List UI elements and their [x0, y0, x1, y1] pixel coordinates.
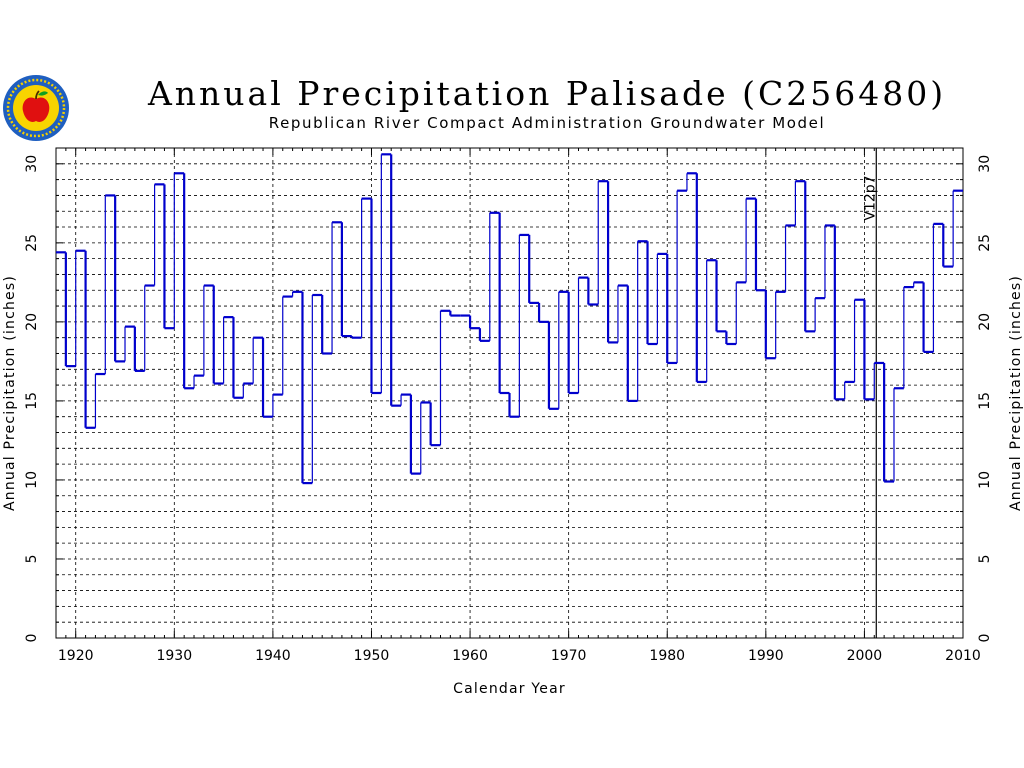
precipitation-series	[56, 153, 963, 485]
y-tick-label-left: 0	[24, 634, 40, 643]
x-tick-labels: 1920 1930 1940 1950 1960 1970 1980 1990 2000 2010	[58, 648, 981, 664]
x-tick-label: 1990	[748, 648, 784, 664]
y-tick-label-left: 15	[24, 392, 40, 410]
x-tick-label: 1970	[551, 648, 587, 664]
x-tick-label: 2000	[847, 648, 883, 664]
y-axis-label-left: Annual Precipitation (inches)	[2, 275, 18, 511]
y-tick-label-right: 20	[977, 313, 993, 331]
x-tick-label: 1950	[354, 648, 390, 664]
apple-icon	[22, 97, 50, 122]
model-version-marker-label: V12p7	[862, 175, 878, 220]
chart-subtitle: Republican River Compact Administration …	[268, 114, 826, 132]
y-tick-label-right: 10	[977, 471, 993, 489]
y-tick-label-left: 30	[24, 155, 40, 173]
chart-title: Annual Precipitation Palisade (C256480)	[147, 74, 947, 113]
y-tick-labels-left: 0 5 10 15 20 25 30	[24, 155, 40, 643]
vertical-gridlines	[75, 148, 865, 638]
x-tick-label: 1960	[452, 648, 488, 664]
y-tick-label-right: 25	[977, 234, 993, 252]
x-axis-label: Calendar Year	[453, 681, 566, 697]
y-tick-label-left: 10	[24, 471, 40, 489]
y-tick-label-right: 15	[977, 392, 993, 410]
y-tick-label-right: 5	[977, 555, 993, 564]
y-tick-label-left: 25	[24, 234, 40, 252]
y-tick-label-left: 5	[24, 555, 40, 564]
y-tick-label-right: 0	[977, 634, 993, 643]
x-tick-label: 1930	[156, 648, 192, 664]
x-tick-label: 2010	[945, 648, 981, 664]
x-tick-label: 1940	[255, 648, 291, 664]
y-tick-label-right: 30	[977, 155, 993, 173]
x-tick-label: 1980	[649, 648, 685, 664]
agency-seal-logo	[3, 75, 69, 141]
y-tick-labels-right: 0 5 10 15 20 25 30	[977, 155, 993, 643]
axis-ticks	[55, 147, 964, 639]
y-tick-label-left: 20	[24, 313, 40, 331]
y-axis-label-right: Annual Precipitation (inches)	[1008, 275, 1024, 511]
x-tick-label: 1920	[58, 648, 94, 664]
horizontal-gridlines	[56, 163, 963, 623]
